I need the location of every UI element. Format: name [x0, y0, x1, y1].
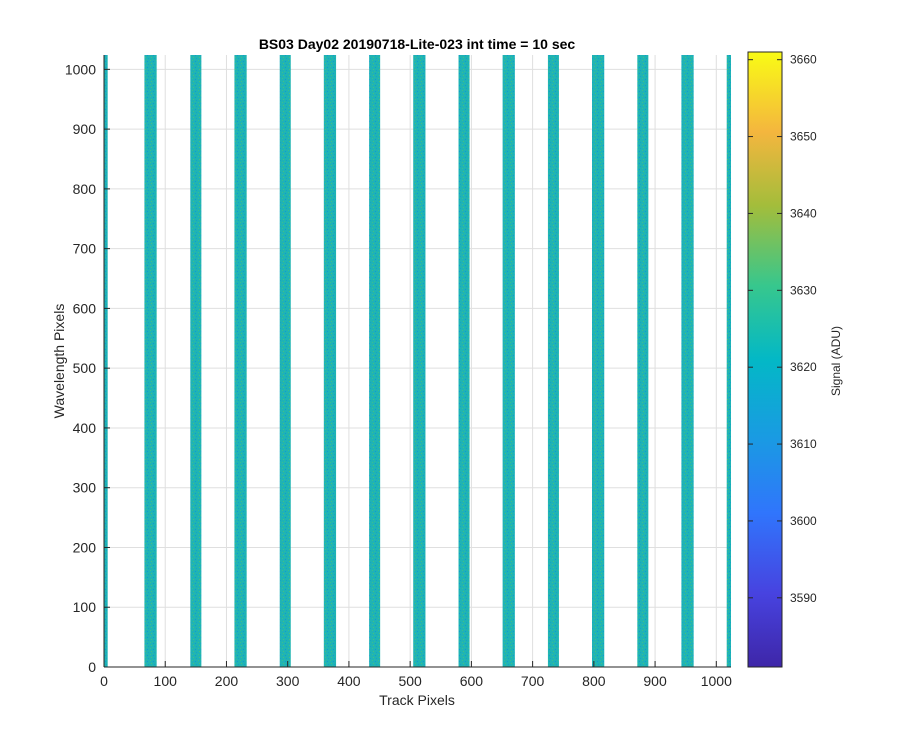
signal-band — [502, 55, 515, 667]
y-tick-label: 700 — [73, 241, 97, 257]
signal-band — [369, 55, 381, 667]
x-tick-label: 800 — [582, 673, 606, 689]
signal-band — [726, 55, 731, 667]
signal-band — [637, 55, 649, 667]
colorbar-gradient — [747, 51, 783, 668]
signal-band — [458, 55, 470, 667]
y-tick-label: 400 — [73, 420, 97, 436]
y-tick-label: 1000 — [65, 61, 96, 77]
x-tick-label: 500 — [398, 673, 422, 689]
y-axis-label: Wavelength Pixels — [51, 304, 67, 419]
signal-band — [592, 55, 605, 667]
x-tick-label: 900 — [643, 673, 667, 689]
y-tick-label: 500 — [73, 360, 97, 376]
y-tick-label: 800 — [73, 181, 97, 197]
colorbar-tick-label: 3620 — [790, 360, 817, 374]
signal-band — [413, 55, 426, 667]
x-tick-label: 200 — [215, 673, 239, 689]
signal-band — [104, 55, 108, 667]
colorbar-ticks: 3590 3600 3610 3620 3630 3640 3650 3660 — [748, 53, 817, 605]
y-tick-label: 600 — [73, 300, 97, 316]
y-tick-label: 900 — [73, 121, 97, 137]
y-tick-label: 0 — [88, 659, 96, 675]
signal-band — [234, 55, 247, 667]
signal-band — [547, 55, 559, 667]
chart-title: BS03 Day02 20190718-Lite-023 int time = … — [259, 36, 576, 52]
colorbar-tick-label: 3600 — [790, 514, 817, 528]
x-tick-label: 0 — [100, 673, 108, 689]
signal-band — [279, 55, 291, 667]
x-tick-label: 600 — [460, 673, 484, 689]
x-tick-label: 1000 — [701, 673, 732, 689]
colorbar-tick-label: 3630 — [790, 283, 817, 297]
signal-band — [190, 55, 202, 667]
signal-bands — [104, 55, 731, 667]
y-tick-label: 200 — [73, 539, 97, 555]
colorbar-tick-label: 3590 — [790, 591, 817, 605]
x-tick-label: 700 — [521, 673, 545, 689]
colorbar-tick-label: 3610 — [790, 437, 817, 451]
colorbar-tick-label: 3650 — [790, 130, 817, 144]
signal-band — [144, 55, 157, 667]
y-tick-label: 100 — [73, 599, 97, 615]
signal-band — [681, 55, 694, 667]
signal-band — [323, 55, 337, 667]
colorbar-label: Signal (ADU) — [829, 326, 843, 396]
x-tick-label: 400 — [337, 673, 361, 689]
y-tick-label: 300 — [73, 480, 97, 496]
tick-labels: 0 100 200 300 400 500 600 700 800 900 1000 0 100 200 3… — [65, 61, 732, 689]
x-tick-label: 300 — [276, 673, 300, 689]
axes — [103, 55, 731, 668]
colorbar: 3590 3600 3610 3620 3630 3640 3650 3660 Signal … — [747, 51, 843, 668]
x-axis-label: Track Pixels — [379, 692, 455, 708]
colorbar-tick-label: 3660 — [790, 53, 817, 67]
x-tick-label: 100 — [154, 673, 178, 689]
colorbar-tick-label: 3640 — [790, 206, 817, 220]
